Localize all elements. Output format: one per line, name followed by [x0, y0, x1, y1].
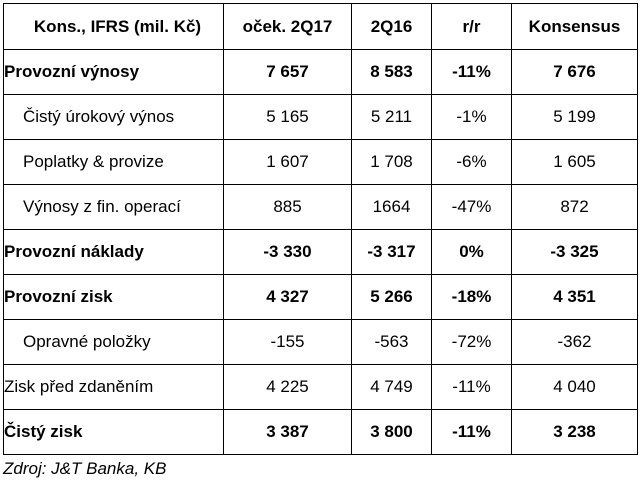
cell-consensus: 872	[511, 184, 638, 230]
cell-yoy: -72%	[431, 319, 512, 365]
table-row: Čistý zisk 3 387 3 800 -11% 3 238	[3, 409, 638, 455]
table-row: Výnosy z fin. operací 885 1664 -47% 872	[3, 184, 638, 230]
cell-yoy: 0%	[431, 229, 512, 275]
cell-consensus: -3 325	[511, 229, 638, 275]
table-row: Zisk před zdaněním 4 225 4 749 -11% 4 040	[3, 364, 638, 410]
row-label: Poplatky & provize	[3, 139, 224, 185]
cell-consensus: -362	[511, 319, 638, 365]
cell-2q16: 8 583	[351, 49, 432, 95]
cell-yoy: -6%	[431, 139, 512, 185]
cell-2q16: 1 708	[351, 139, 432, 185]
cell-consensus: 5 199	[511, 94, 638, 140]
table-row: Opravné položky -155 -563 -72% -362	[3, 319, 638, 365]
cell-expected-2q17: 5 165	[223, 94, 352, 140]
cell-2q16: 1664	[351, 184, 432, 230]
row-label: Čistý úrokový výnos	[3, 94, 224, 140]
cell-consensus: 7 676	[511, 49, 638, 95]
cell-expected-2q17: 7 657	[223, 49, 352, 95]
row-label: Opravné položky	[3, 319, 224, 365]
cell-yoy: -11%	[431, 49, 512, 95]
row-label: Zisk před zdaněním	[3, 364, 224, 410]
table-row: Provozní náklady -3 330 -3 317 0% -3 325	[3, 229, 638, 275]
table-body: Provozní výnosy 7 657 8 583 -11% 7 676 Čistý …	[3, 49, 638, 455]
cell-yoy: -47%	[431, 184, 512, 230]
table-row: Čistý úrokový výnos 5 165 5 211 -1% 5 199	[3, 94, 638, 140]
row-label: Čistý zisk	[3, 409, 224, 455]
cell-consensus: 4 040	[511, 364, 638, 410]
cell-consensus: 1 605	[511, 139, 638, 185]
cell-2q16: -563	[351, 319, 432, 365]
cell-yoy: -18%	[431, 274, 512, 320]
header-cell-2q16: 2Q16	[351, 3, 432, 50]
cell-expected-2q17: -155	[223, 319, 352, 365]
cell-expected-2q17: 885	[223, 184, 352, 230]
row-label: Výnosy z fin. operací	[3, 184, 224, 230]
cell-yoy: -1%	[431, 94, 512, 140]
row-label: Provozní zisk	[3, 274, 224, 320]
cell-consensus: 3 238	[511, 409, 638, 455]
cell-2q16: 4 749	[351, 364, 432, 410]
cell-2q16: 3 800	[351, 409, 432, 455]
cell-expected-2q17: -3 330	[223, 229, 352, 275]
header-cell-label: Kons., IFRS (mil. Kč)	[3, 3, 224, 50]
row-label: Provozní výnosy	[3, 49, 224, 95]
cell-2q16: -3 317	[351, 229, 432, 275]
cell-yoy: -11%	[431, 409, 512, 455]
cell-2q16: 5 266	[351, 274, 432, 320]
row-label: Provozní náklady	[3, 229, 224, 275]
cell-expected-2q17: 3 387	[223, 409, 352, 455]
cell-yoy: -11%	[431, 364, 512, 410]
table-header-row: Kons., IFRS (mil. Kč) oček. 2Q17 2Q16 r/…	[3, 3, 638, 50]
cell-expected-2q17: 4 327	[223, 274, 352, 320]
source-note: Zdroj: J&T Banka, KB	[3, 459, 167, 478]
table-row: Poplatky & provize 1 607 1 708 -6% 1 605	[3, 139, 638, 185]
table-row: Provozní výnosy 7 657 8 583 -11% 7 676	[3, 49, 638, 95]
table-row: Provozní zisk 4 327 5 266 -18% 4 351	[3, 274, 638, 320]
cell-2q16: 5 211	[351, 94, 432, 140]
cell-expected-2q17: 4 225	[223, 364, 352, 410]
financial-results-table: Kons., IFRS (mil. Kč) oček. 2Q17 2Q16 r/…	[3, 3, 638, 455]
header-cell-consensus: Konsensus	[511, 3, 638, 50]
cell-expected-2q17: 1 607	[223, 139, 352, 185]
header-cell-expected-2q17: oček. 2Q17	[223, 3, 352, 50]
cell-consensus: 4 351	[511, 274, 638, 320]
header-cell-yoy: r/r	[431, 3, 512, 50]
